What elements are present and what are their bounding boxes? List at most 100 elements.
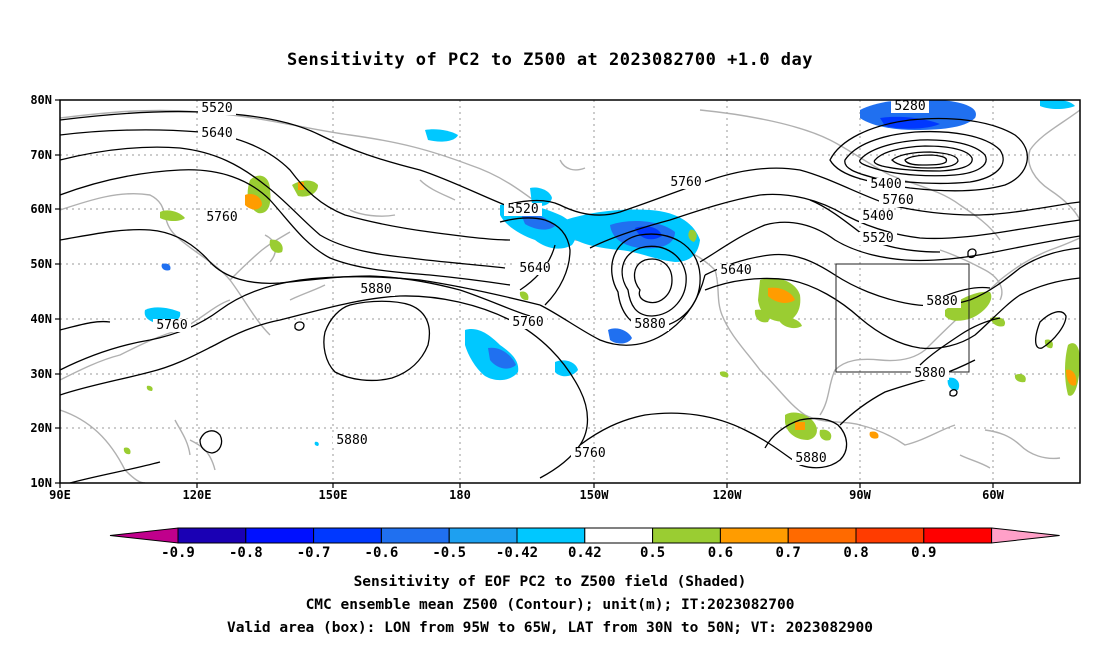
colorbar-tick-label: 0.6: [708, 545, 733, 561]
contour-label: 5760: [882, 193, 913, 208]
contour-label: 5280: [894, 99, 925, 114]
contour-label: 5880: [926, 294, 957, 309]
lat-label: 40N: [30, 312, 52, 326]
contour-label-bg: [792, 452, 830, 465]
lon-label: 60W: [982, 488, 1004, 502]
contour-label: 5520: [507, 202, 538, 217]
contour-label-bg: [879, 194, 917, 207]
lon-label: 120W: [713, 488, 743, 502]
contour-label: 5760: [512, 315, 543, 330]
contour-label: 5880: [914, 366, 945, 381]
colorbar-segment: [584, 527, 654, 544]
colorbar-segment: [516, 527, 586, 544]
contour-label-bg: [717, 264, 755, 277]
colorbar-tick-label: -0.42: [496, 545, 538, 561]
lon-label: 90E: [49, 488, 71, 502]
lon-label: 90W: [849, 488, 871, 502]
contour-label: 5760: [156, 318, 187, 333]
contour-label: 5760: [574, 446, 605, 461]
contour-label: 5640: [720, 263, 751, 278]
lon-label: 150W: [580, 488, 610, 502]
map-frame: [59, 99, 1081, 484]
lat-label: 30N: [30, 367, 52, 381]
contour-label: 5520: [201, 101, 232, 116]
colorbar-segment: [245, 527, 315, 544]
contour-label-bg: [867, 178, 905, 191]
contour-label-bg: [859, 232, 897, 245]
axis-ticks: [55, 99, 994, 488]
colorbar-tick-label: 0.42: [568, 545, 602, 561]
contour-label-bg: [153, 319, 191, 332]
colorbar-segment: [313, 527, 382, 544]
colorbar-segment: [719, 527, 789, 544]
colorbar-segment: [923, 527, 993, 544]
contour-label-bg: [891, 100, 929, 113]
contour-label: 5640: [519, 261, 550, 276]
contour-label-bg: [923, 295, 961, 308]
lat-label: 10N: [30, 476, 52, 490]
colorbar-tick-label: -0.5: [432, 545, 466, 561]
caption-contour: CMC ensemble mean Z500 (Contour); unit(m…: [305, 597, 795, 613]
contour-label: 5760: [206, 210, 237, 225]
lat-label: 60N: [30, 202, 52, 216]
colorbar-segment: [448, 527, 518, 544]
contour-label-bg: [203, 211, 241, 224]
contour-label-bg: [509, 316, 547, 329]
colorbar-segment: [787, 527, 857, 544]
colorbar: -0.9 -0.8 -0.7 -0.6 -0.5 -0.42 0.42 0.5 0.6 0.7 0.…: [109, 527, 1060, 561]
z500-contours: [60, 110, 1080, 483]
caption-shading: Sensitivity of EOF PC2 to Z500 field (Sh…: [353, 574, 747, 590]
contour-label: 5880: [795, 451, 826, 466]
graticule: [60, 100, 1080, 483]
lat-axis-labels: 80N 70N 60N 50N 40N 30N 20N 10N: [30, 93, 52, 490]
contour-label: 5400: [870, 177, 901, 192]
contour-label-bg: [504, 203, 542, 216]
colorbar-tick-label: 0.7: [776, 545, 801, 561]
lon-label: 120E: [183, 488, 212, 502]
colorbar-tick-label: -0.7: [297, 545, 331, 561]
contour-label-bg: [516, 262, 554, 275]
colorbar-segment: [652, 527, 721, 544]
colorbar-max-extension: [991, 527, 1060, 544]
contour-label: 5880: [634, 317, 665, 332]
colorbar-tick-label: -0.8: [229, 545, 263, 561]
contour-label: 5880: [336, 433, 367, 448]
contour-label: 5520: [862, 231, 893, 246]
valid-area-box: [835, 263, 970, 373]
colorbar-segment: [177, 527, 247, 544]
lat-label: 80N: [30, 93, 52, 107]
contour-label: 5760: [670, 175, 701, 190]
contour-label-bg: [859, 210, 897, 223]
lon-label: 150E: [319, 488, 348, 502]
contour-label: 5400: [862, 209, 893, 224]
contour-label-bg: [631, 318, 669, 331]
caption-valid-area: Valid area (box): LON from 95W to 65W, L…: [226, 620, 873, 636]
contour-label-bg: [911, 367, 949, 380]
contour-label: 5640: [201, 126, 232, 141]
contour-label: 5880: [360, 282, 391, 297]
lat-label: 50N: [30, 257, 52, 271]
contour-label-bg: [571, 447, 609, 460]
colorbar-tick-label: 0.8: [843, 545, 868, 561]
lon-label: 180: [449, 488, 471, 502]
contour-label-bg: [333, 434, 371, 447]
contour-labels: 5520 5640 5760 5520 5640 5760 5880 5760 5880 5760…: [153, 99, 961, 466]
contour-label-bg: [667, 176, 705, 189]
contour-label-bg: [357, 283, 395, 296]
lon-axis-labels: 90E 120E 150E 180 150W 120W 90W 60W: [49, 488, 1004, 502]
lat-label: 70N: [30, 148, 52, 162]
colorbar-min-extension: [109, 527, 179, 544]
figure-title: Sensitivity of PC2 to Z500 at 2023082700…: [286, 50, 813, 70]
colorbar-tick-label: -0.6: [365, 545, 399, 561]
colorbar-tick-label: 0.5: [640, 545, 665, 561]
contour-label-bg: [198, 102, 236, 115]
colorbar-segment: [380, 527, 450, 544]
coastlines: [60, 109, 1080, 483]
colorbar-tick-label: -0.9: [161, 545, 195, 561]
colorbar-segment: [855, 527, 925, 544]
contour-label-bg: [198, 127, 236, 140]
lat-label: 20N: [30, 421, 52, 435]
colorbar-tick-label: 0.9: [911, 545, 936, 561]
